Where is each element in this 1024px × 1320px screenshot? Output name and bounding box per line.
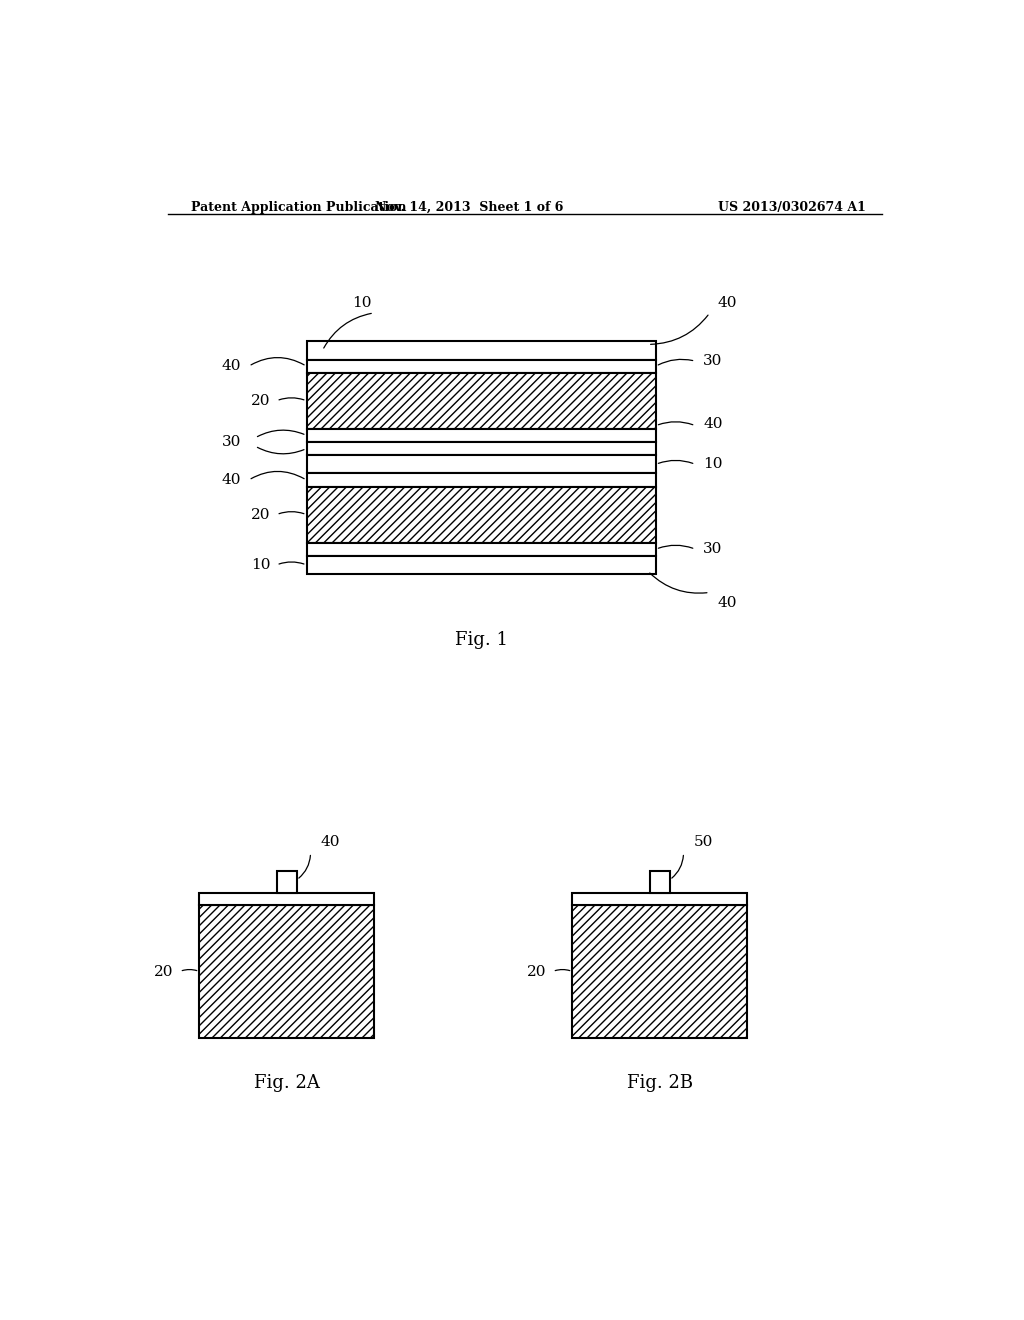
Text: 40: 40 <box>221 473 241 487</box>
Text: Fig. 2A: Fig. 2A <box>254 1074 319 1093</box>
Text: US 2013/0302674 A1: US 2013/0302674 A1 <box>718 201 866 214</box>
Text: 30: 30 <box>703 354 723 368</box>
Text: 10: 10 <box>703 457 723 471</box>
Bar <box>306 474 655 487</box>
Bar <box>306 359 655 372</box>
Text: Patent Application Publication: Patent Application Publication <box>191 201 407 214</box>
Bar <box>200 906 374 1038</box>
Text: 30: 30 <box>703 543 723 556</box>
Bar <box>572 906 748 1038</box>
Bar <box>306 543 655 556</box>
Text: 40: 40 <box>703 417 723 430</box>
Bar <box>306 455 655 474</box>
Text: 40: 40 <box>718 595 737 610</box>
Text: Fig. 2B: Fig. 2B <box>627 1074 693 1093</box>
Bar <box>306 342 655 359</box>
Bar <box>572 894 748 906</box>
Bar <box>306 442 655 455</box>
Text: 40: 40 <box>718 296 737 310</box>
Bar <box>200 894 374 906</box>
Text: 10: 10 <box>251 558 270 572</box>
Text: 20: 20 <box>251 393 270 408</box>
Text: 20: 20 <box>154 965 173 978</box>
Text: 20: 20 <box>527 965 547 978</box>
Text: Fig. 1: Fig. 1 <box>455 631 508 649</box>
Text: 20: 20 <box>251 508 270 521</box>
Bar <box>306 556 655 574</box>
Text: 40: 40 <box>221 359 241 374</box>
Text: 50: 50 <box>693 836 713 850</box>
Text: 40: 40 <box>321 836 340 850</box>
Text: 30: 30 <box>221 436 241 449</box>
Bar <box>650 871 670 894</box>
Bar <box>306 429 655 442</box>
Text: 10: 10 <box>352 296 372 310</box>
Bar <box>306 372 655 429</box>
Text: Nov. 14, 2013  Sheet 1 of 6: Nov. 14, 2013 Sheet 1 of 6 <box>375 201 563 214</box>
Bar <box>306 487 655 543</box>
Bar <box>276 871 297 894</box>
